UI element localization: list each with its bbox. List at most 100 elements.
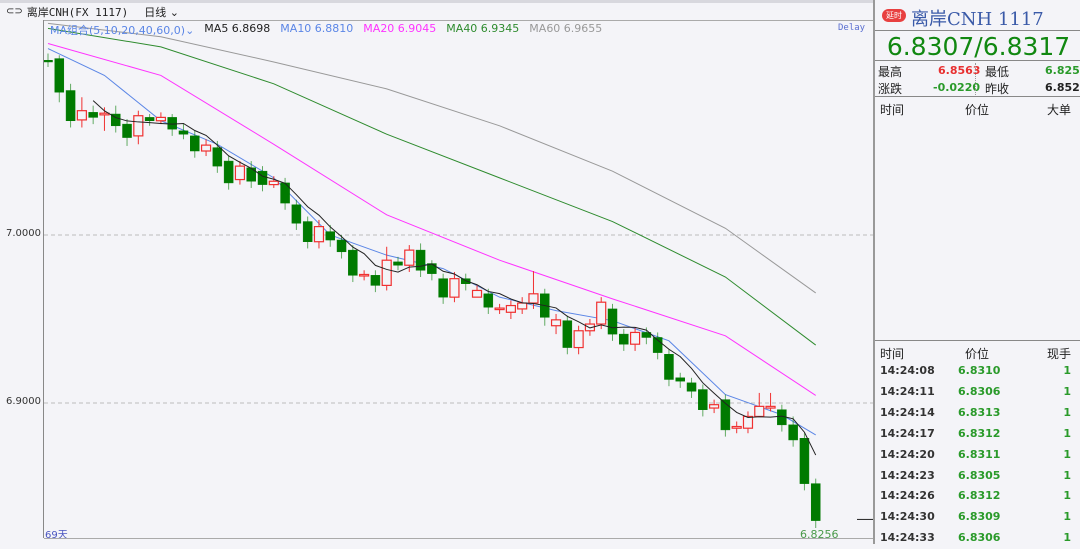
candle-down[interactable] xyxy=(110,113,121,127)
candle-up[interactable] xyxy=(517,302,528,310)
ma10-line xyxy=(47,48,816,436)
candle-down[interactable] xyxy=(178,130,189,135)
candle-down[interactable] xyxy=(686,382,697,392)
candle-up[interactable] xyxy=(709,404,720,409)
tick-price: 6.8312 xyxy=(958,426,1001,440)
link-icon[interactable]: ⊂⊃ xyxy=(6,6,23,17)
candle-down[interactable] xyxy=(190,135,200,152)
candle-down[interactable] xyxy=(167,117,177,130)
candle-up[interactable] xyxy=(404,249,415,266)
candle-up[interactable] xyxy=(742,415,754,429)
candle-up[interactable] xyxy=(268,180,279,186)
candle-down[interactable] xyxy=(641,332,652,338)
time-axis xyxy=(44,538,873,544)
tick-price: 6.8311 xyxy=(958,447,1001,461)
candle-up[interactable] xyxy=(629,331,641,345)
candle-down[interactable] xyxy=(675,377,685,382)
candle-down[interactable] xyxy=(88,112,98,118)
candle-up[interactable] xyxy=(765,405,776,409)
chevron-down-icon: ⌄ xyxy=(185,24,195,37)
tick-price: 6.8313 xyxy=(958,405,1001,419)
candle-down[interactable] xyxy=(427,263,437,274)
days-count: 69天 xyxy=(45,530,68,541)
candle-down[interactable] xyxy=(44,60,53,63)
candle-down[interactable] xyxy=(302,221,313,242)
quote-panel: 延时 离岸CNH 1117 6.8307/6.8317 最高 6.8563 最低… xyxy=(873,0,1080,544)
candle-up[interactable] xyxy=(731,425,742,429)
candle-up[interactable] xyxy=(471,289,483,298)
delay-badge: 延时 xyxy=(882,9,906,22)
candle-down[interactable] xyxy=(212,147,223,167)
candle-down[interactable] xyxy=(348,249,358,276)
ma20-value: MA20 6.9045 xyxy=(363,22,437,35)
chevron-down-icon: ⌄ xyxy=(166,5,179,19)
candle-down[interactable] xyxy=(65,90,76,122)
ma-group-dropdown[interactable]: MA组合(5,10,20,40,60,0)⌄ xyxy=(50,22,194,38)
candle-up[interactable] xyxy=(596,301,607,325)
tick-volume: 1 xyxy=(1063,447,1071,461)
candle-up[interactable] xyxy=(449,278,460,298)
candle-down[interactable] xyxy=(619,333,629,345)
tick-volume: 1 xyxy=(1063,531,1071,545)
ma20-line xyxy=(47,42,816,396)
candle-up[interactable] xyxy=(99,112,110,116)
ma40-line xyxy=(47,27,817,346)
candle-up[interactable] xyxy=(381,259,392,286)
candle-down[interactable] xyxy=(257,170,268,185)
tick-time: 14:24:11 xyxy=(880,384,935,398)
candle-down[interactable] xyxy=(438,278,448,298)
change-value: -0.0220 xyxy=(933,81,981,94)
candle-up[interactable] xyxy=(313,226,325,243)
tick-price: 6.8306 xyxy=(958,531,1001,545)
candle-down[interactable] xyxy=(246,167,256,182)
candle-up[interactable] xyxy=(754,405,765,418)
candle-down[interactable] xyxy=(607,308,618,335)
tick-time: 14:24:08 xyxy=(880,364,935,377)
symbol-label[interactable]: 离岸CNH(FX 1117) xyxy=(26,5,129,19)
candle-up[interactable] xyxy=(573,330,584,349)
change-label: 涨跌 xyxy=(878,82,903,96)
candle-up[interactable] xyxy=(550,319,562,327)
candle-down[interactable] xyxy=(810,483,821,521)
candle-down[interactable] xyxy=(223,160,234,184)
tick-volume: 1 xyxy=(1063,364,1071,377)
tick-price: 6.8305 xyxy=(958,468,1001,482)
candle-down[interactable] xyxy=(370,275,381,286)
candle-down[interactable] xyxy=(144,117,155,122)
high-label: 最高 xyxy=(878,65,903,79)
candle-down[interactable] xyxy=(54,58,65,93)
candle-down[interactable] xyxy=(788,424,798,441)
candle-up[interactable] xyxy=(528,293,539,304)
candle-up[interactable] xyxy=(505,304,516,313)
tick-price: 6.8306 xyxy=(958,384,1001,398)
tick-row: 14:24:30 6.8309 1 xyxy=(875,507,1080,528)
candle-down[interactable] xyxy=(799,438,810,484)
candlestick-chart[interactable] xyxy=(44,20,873,538)
candle-down[interactable] xyxy=(664,354,674,380)
period-dropdown[interactable]: 日线 ⌄ xyxy=(144,4,179,20)
candle-down[interactable] xyxy=(291,204,302,224)
candle-up[interactable] xyxy=(494,307,505,311)
candle-down[interactable] xyxy=(336,239,347,253)
tick-price: 6.8312 xyxy=(958,489,1001,503)
candle-down[interactable] xyxy=(720,399,731,431)
candle-up[interactable] xyxy=(133,115,144,137)
tick-row: 14:24:11 6.8306 1 xyxy=(875,382,1080,403)
candle-down[interactable] xyxy=(562,320,573,348)
candle-up[interactable] xyxy=(155,116,167,122)
candle-up[interactable] xyxy=(359,273,370,277)
candle-up[interactable] xyxy=(234,165,246,181)
candle-down[interactable] xyxy=(483,293,494,308)
ma10-value: MA10 6.8810 xyxy=(280,22,354,35)
candle-up[interactable] xyxy=(200,144,212,152)
candle-down[interactable] xyxy=(393,261,403,266)
candle-down[interactable] xyxy=(698,389,708,410)
candle-down[interactable] xyxy=(415,249,426,271)
candle-down[interactable] xyxy=(122,123,132,138)
tick-volume: 1 xyxy=(1063,405,1071,419)
big-order-size-header: 大单 xyxy=(1047,103,1072,117)
tick-time: 14:24:33 xyxy=(880,531,935,545)
candle-up[interactable] xyxy=(76,110,87,121)
candle-down[interactable] xyxy=(325,231,335,241)
candle-down[interactable] xyxy=(652,337,663,353)
